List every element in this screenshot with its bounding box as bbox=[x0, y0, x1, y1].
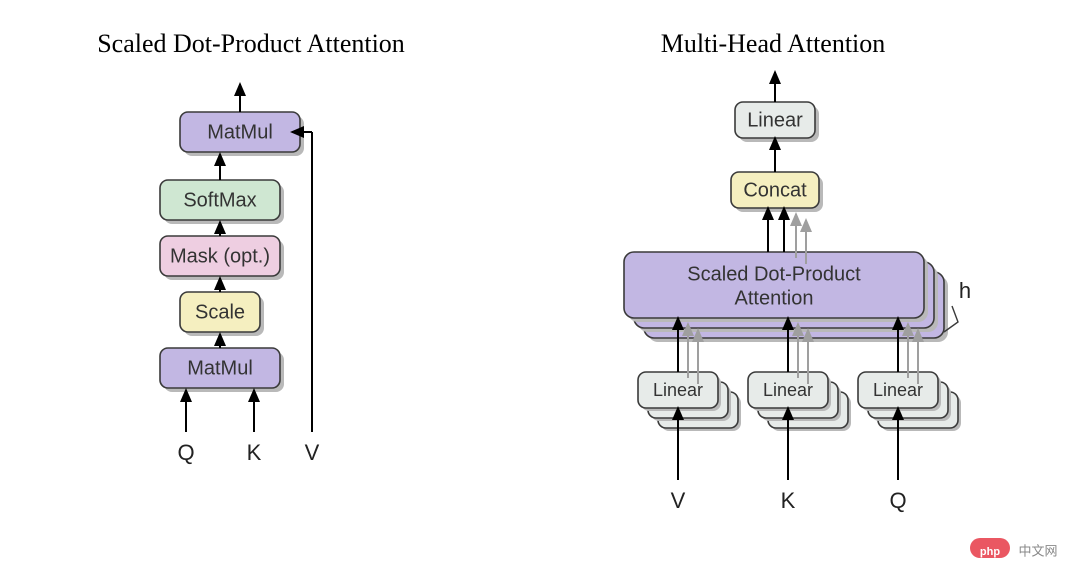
linear-label: Linear bbox=[873, 380, 923, 400]
block-softmax: SoftMax bbox=[160, 180, 284, 224]
block-linear: Linear bbox=[735, 102, 819, 142]
block-label: Concat bbox=[743, 179, 807, 201]
input-label: Q bbox=[889, 488, 906, 513]
linear-stack-2-0: Linear bbox=[858, 372, 941, 411]
linear-stack-1-0: Linear bbox=[748, 372, 831, 411]
right-title: Multi-Head Attention bbox=[661, 29, 886, 58]
svg-text:php: php bbox=[980, 546, 1000, 558]
input-label: K bbox=[247, 440, 262, 465]
svg-text:中文网: 中文网 bbox=[1018, 543, 1057, 558]
block-matmul2: MatMul bbox=[180, 112, 304, 156]
input-label: V bbox=[671, 488, 686, 513]
linear-label: Linear bbox=[763, 380, 813, 400]
sdpa-stack-0: Scaled Dot-ProductAttention bbox=[624, 252, 928, 322]
linear-stack-0-0: Linear bbox=[638, 372, 721, 411]
block-label: SoftMax bbox=[183, 189, 256, 211]
block-scale: Scale bbox=[180, 292, 264, 336]
block-label: Scale bbox=[195, 301, 245, 323]
input-label: K bbox=[781, 488, 796, 513]
left-title: Scaled Dot-Product Attention bbox=[97, 29, 405, 58]
block-matmul1: MatMul bbox=[160, 348, 284, 392]
sdpa-label: Attention bbox=[735, 287, 814, 309]
block-concat: Concat bbox=[731, 172, 823, 212]
h-label: h bbox=[959, 278, 971, 303]
block-label: MatMul bbox=[207, 121, 273, 143]
linear-label: Linear bbox=[653, 380, 703, 400]
block-label: MatMul bbox=[187, 357, 253, 379]
block-label: Linear bbox=[747, 109, 803, 131]
input-label: V bbox=[305, 440, 320, 465]
block-label: Mask (opt.) bbox=[170, 245, 270, 267]
input-label: Q bbox=[177, 440, 194, 465]
sdpa-label: Scaled Dot-Product bbox=[687, 263, 861, 285]
watermark: php 中文网 bbox=[970, 538, 1058, 558]
block-mask: Mask (opt.) bbox=[160, 236, 284, 280]
